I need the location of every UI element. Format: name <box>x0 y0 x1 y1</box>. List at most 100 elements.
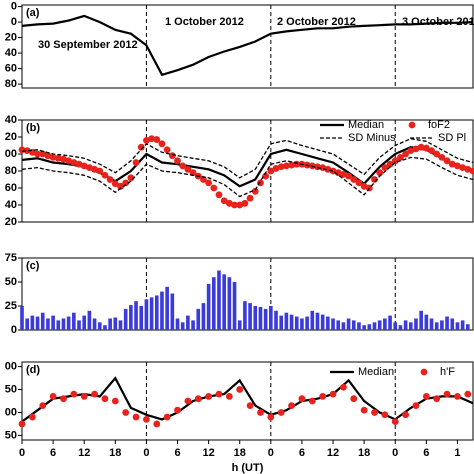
data-point <box>137 143 145 151</box>
data-point <box>246 402 254 409</box>
bar <box>294 316 299 330</box>
bar <box>129 305 133 330</box>
y-tick-label: 40 <box>5 114 17 126</box>
legend-label: foF2 <box>428 119 450 131</box>
legend-label: SD Pl <box>438 132 466 144</box>
bar <box>377 320 382 330</box>
y-tick-label: 0 <box>11 16 17 28</box>
data-point <box>464 390 472 398</box>
data-point <box>422 144 430 152</box>
bar <box>398 325 403 330</box>
y-tick-label: 00 <box>5 148 17 160</box>
bar <box>253 306 258 330</box>
bar <box>46 318 50 330</box>
bar <box>82 315 87 330</box>
bar <box>139 306 144 330</box>
bar <box>414 318 418 330</box>
data-point <box>174 157 181 165</box>
y-tick-label: 00 <box>5 406 17 418</box>
data-point <box>272 165 280 172</box>
data-point <box>101 395 109 403</box>
data-point <box>205 393 213 400</box>
data-point <box>402 411 410 419</box>
data-point <box>184 165 192 173</box>
data-point <box>153 136 161 143</box>
data-point <box>350 176 358 183</box>
x-tick-label: 1 <box>454 447 460 459</box>
data-point <box>402 150 410 158</box>
bar <box>284 312 289 330</box>
data-point <box>236 201 244 209</box>
data-point <box>23 147 31 155</box>
data-point <box>49 154 57 161</box>
bar <box>170 293 175 330</box>
bar <box>211 277 216 330</box>
data-point <box>267 167 275 175</box>
bar <box>274 310 278 330</box>
bar <box>243 301 247 330</box>
bar <box>367 324 372 330</box>
legend-label: h'F <box>440 366 455 378</box>
data-point <box>163 146 171 154</box>
bar <box>300 318 304 330</box>
bar <box>201 303 206 330</box>
data-point <box>231 201 238 209</box>
data-point <box>163 413 171 421</box>
bar <box>450 318 455 330</box>
bar <box>118 320 123 330</box>
data-point <box>454 393 461 400</box>
legend-label: Median <box>358 366 394 378</box>
bar <box>393 322 398 330</box>
x-tick-label: 18 <box>109 447 121 459</box>
x-tick-label: 18 <box>358 447 370 459</box>
bar <box>154 295 159 330</box>
panel-label: (c) <box>26 260 40 272</box>
bar <box>258 306 263 330</box>
bar <box>445 316 449 330</box>
data-point <box>422 393 430 400</box>
bar <box>61 318 66 330</box>
data-point <box>174 406 181 414</box>
data-point <box>386 160 394 168</box>
bar <box>35 316 40 330</box>
bar <box>320 314 325 330</box>
bar <box>424 314 429 330</box>
y-tick-label: 40 <box>5 47 17 59</box>
bar <box>248 303 252 330</box>
bar <box>165 286 169 330</box>
bar <box>263 308 268 330</box>
data-point <box>469 167 474 175</box>
bar <box>351 320 356 330</box>
data-point <box>225 393 233 400</box>
bar <box>289 314 294 330</box>
bar <box>134 301 138 330</box>
bar <box>87 310 92 330</box>
data-point <box>376 169 384 177</box>
data-point <box>60 155 67 163</box>
data-point <box>106 176 114 183</box>
data-point <box>350 395 358 403</box>
bar <box>222 274 226 330</box>
bar <box>92 318 97 330</box>
y-tick-label: 80 <box>5 165 17 177</box>
data-point <box>417 143 425 151</box>
data-point <box>210 184 218 192</box>
bar <box>466 324 470 330</box>
y-tick-label: 20 <box>5 216 17 228</box>
data-point <box>153 420 161 428</box>
legend-label: SD Minus <box>348 132 396 144</box>
bar <box>388 315 392 330</box>
data-point <box>329 390 337 398</box>
bar <box>103 325 107 330</box>
bar <box>206 283 211 330</box>
data-point <box>225 199 233 207</box>
bar <box>434 322 439 330</box>
bar <box>440 320 444 330</box>
data-point <box>277 409 285 416</box>
bar <box>279 315 284 330</box>
bar <box>186 315 190 330</box>
bar <box>51 315 55 330</box>
data-point <box>459 164 467 172</box>
series-line <box>21 14 474 77</box>
